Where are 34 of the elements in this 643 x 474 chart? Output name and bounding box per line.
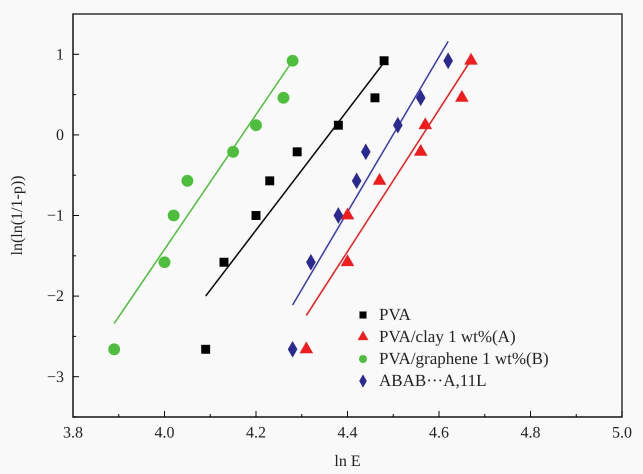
y-tick-label: −2 [46, 288, 64, 306]
x-tick-label: 3.8 [63, 424, 83, 442]
point [168, 210, 180, 222]
point [108, 343, 120, 356]
x-tick-label: 4.6 [429, 424, 449, 442]
point [252, 211, 260, 220]
legend-label: PVA/graphene 1 wt%(B) [379, 349, 549, 368]
point [250, 119, 262, 132]
y-tick-label: −1 [46, 208, 64, 225]
point [201, 344, 210, 354]
x-tick-label: 4.8 [520, 424, 540, 442]
y-axis-title: ln(ln(1/1-p)) [9, 176, 26, 256]
point [380, 56, 389, 66]
point [278, 92, 290, 104]
x-tick-label: 4.2 [246, 424, 266, 442]
point [370, 93, 380, 102]
x-tick-label: 4.4 [338, 424, 358, 442]
legend-label: PVA/clay 1 wt%(A) [379, 327, 516, 346]
point [220, 258, 228, 267]
x-axis-title: ln E [334, 453, 361, 470]
x-tick-label: 5.0 [612, 424, 632, 442]
point [181, 174, 194, 187]
point [292, 147, 302, 156]
legend-label: PVA [379, 305, 412, 324]
y-tick-label: 1 [56, 46, 64, 64]
point [158, 256, 170, 268]
point [227, 146, 240, 158]
x-tick-label: 4.0 [154, 424, 174, 442]
y-tick-label: 0 [56, 127, 64, 144]
point [265, 176, 274, 186]
y-tick-label: −3 [46, 368, 64, 386]
legend-label: ABAB···A,11L [379, 371, 486, 390]
point [334, 120, 343, 130]
point [286, 54, 299, 67]
